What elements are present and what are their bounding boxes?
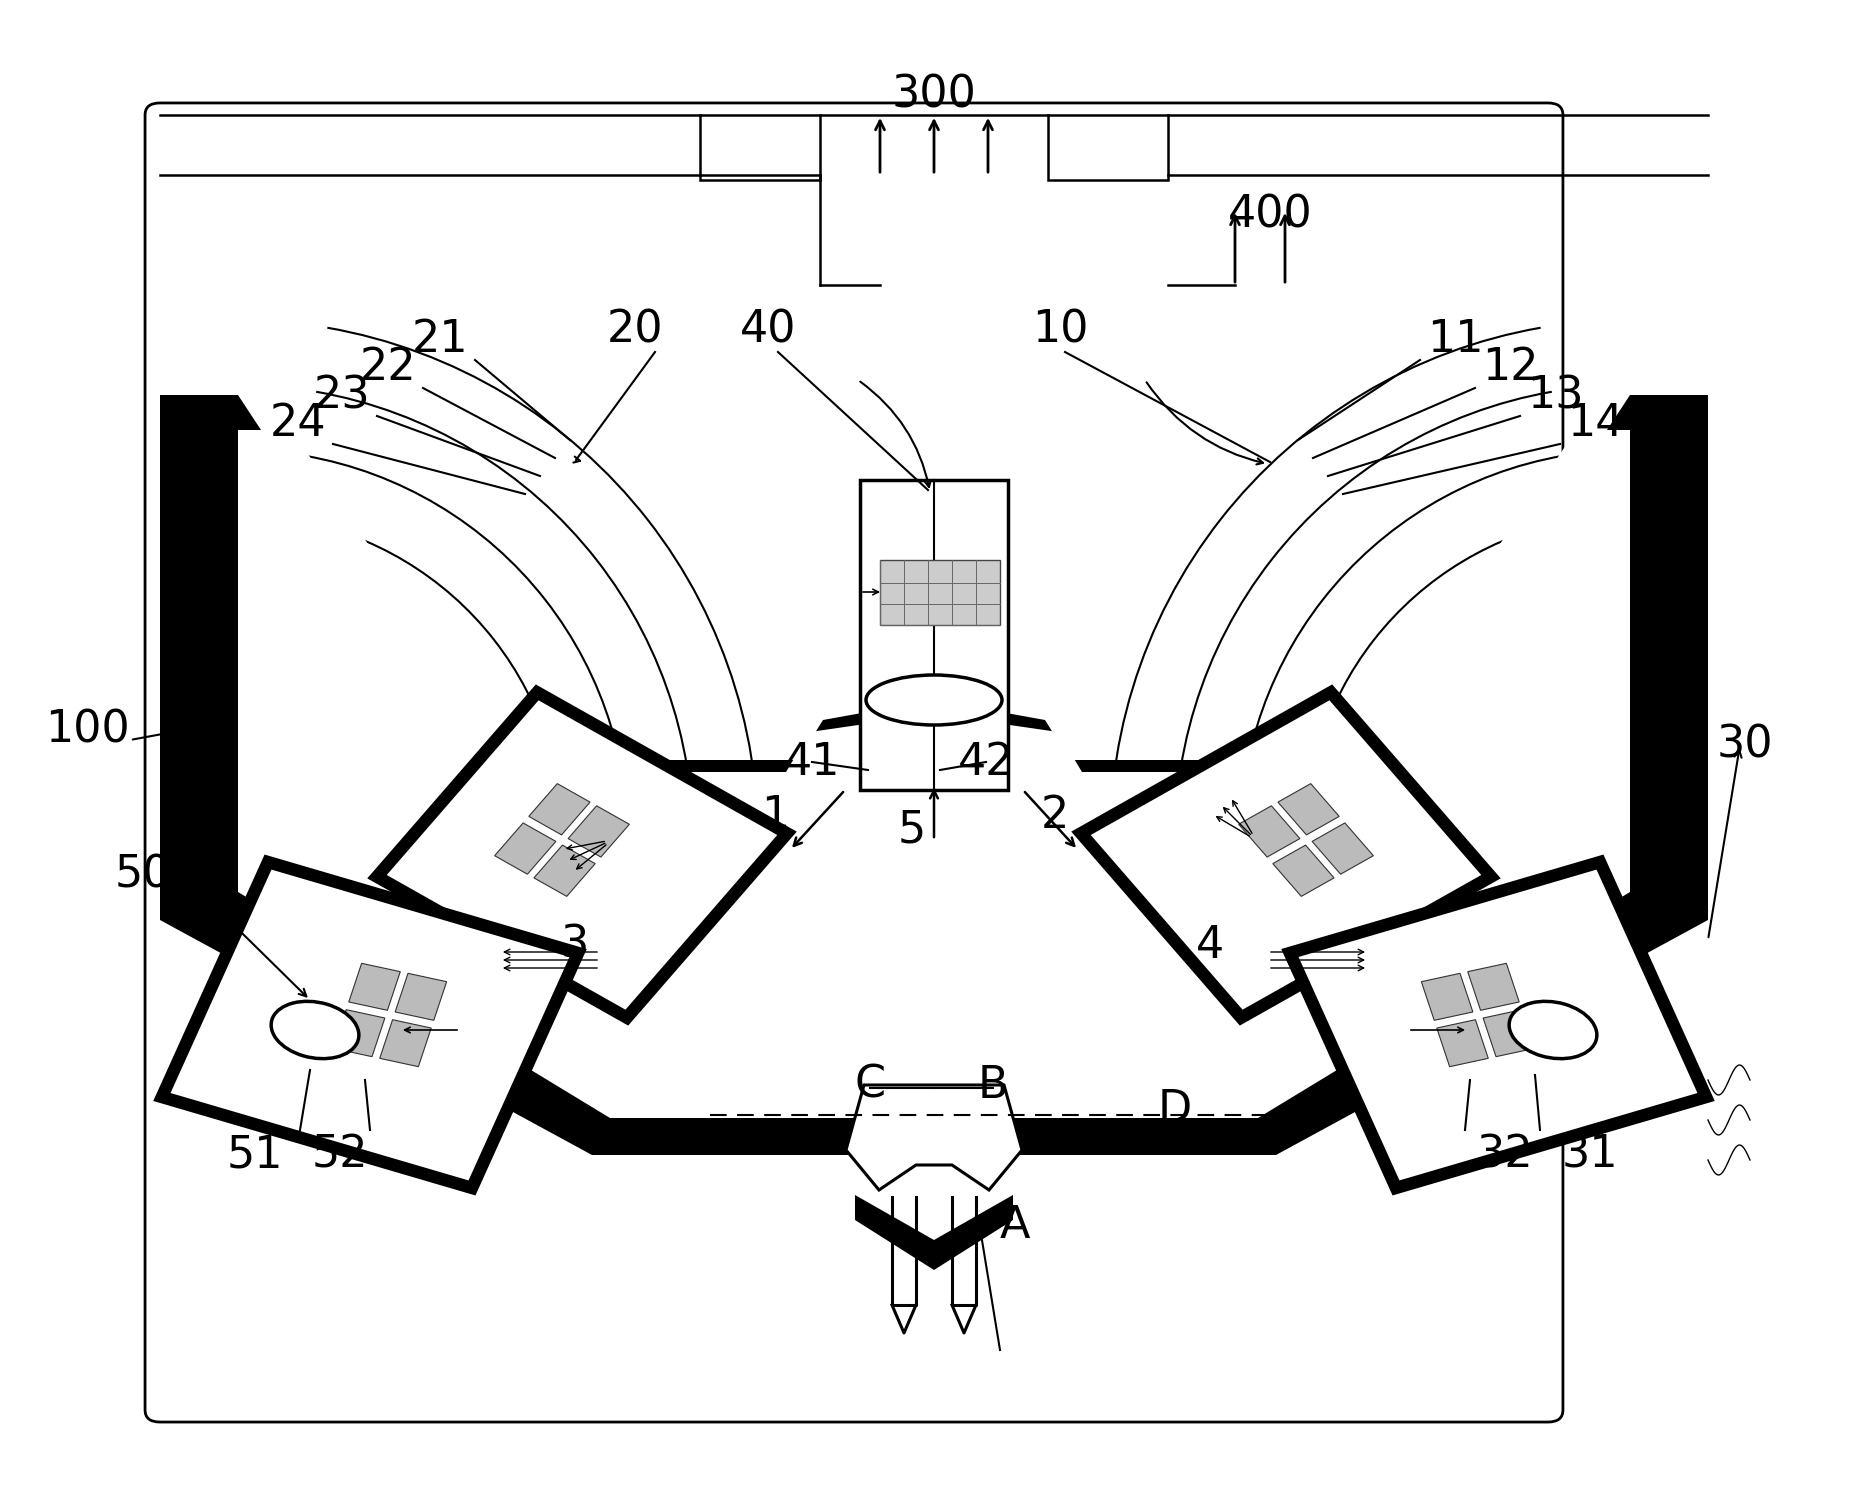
Text: 21: 21 bbox=[411, 319, 469, 361]
Text: 50: 50 bbox=[114, 853, 172, 897]
Text: 5: 5 bbox=[899, 808, 927, 852]
Polygon shape bbox=[1422, 974, 1472, 1020]
Polygon shape bbox=[1278, 784, 1339, 835]
Polygon shape bbox=[396, 974, 446, 1020]
Text: 300: 300 bbox=[891, 74, 977, 116]
Bar bbox=[700, 114, 820, 181]
Polygon shape bbox=[495, 823, 557, 874]
Polygon shape bbox=[534, 846, 596, 897]
Polygon shape bbox=[1483, 1010, 1535, 1057]
Bar bbox=[880, 560, 999, 625]
Text: 11: 11 bbox=[1427, 319, 1483, 361]
Text: 14: 14 bbox=[1567, 402, 1623, 445]
Text: 12: 12 bbox=[1481, 346, 1539, 390]
Polygon shape bbox=[377, 692, 786, 1017]
Ellipse shape bbox=[867, 676, 1001, 725]
Polygon shape bbox=[349, 963, 400, 1010]
Text: 100: 100 bbox=[45, 709, 131, 751]
Text: 23: 23 bbox=[314, 375, 370, 417]
Text: 10: 10 bbox=[1031, 309, 1089, 352]
Bar bbox=[859, 480, 1009, 790]
Polygon shape bbox=[1468, 963, 1519, 1010]
Polygon shape bbox=[1082, 692, 1491, 1017]
Text: 24: 24 bbox=[269, 402, 327, 445]
Polygon shape bbox=[1238, 805, 1300, 856]
Polygon shape bbox=[163, 862, 577, 1187]
Text: C: C bbox=[854, 1064, 885, 1106]
FancyBboxPatch shape bbox=[146, 102, 1564, 1422]
Polygon shape bbox=[379, 1020, 432, 1067]
Ellipse shape bbox=[271, 1001, 359, 1058]
Text: 32: 32 bbox=[1476, 1133, 1534, 1177]
Polygon shape bbox=[237, 430, 1631, 1240]
Text: 51: 51 bbox=[226, 1133, 284, 1177]
Polygon shape bbox=[161, 394, 1707, 1270]
Polygon shape bbox=[333, 1010, 385, 1057]
Text: 3: 3 bbox=[560, 924, 588, 966]
Text: 42: 42 bbox=[958, 740, 1014, 784]
Polygon shape bbox=[1272, 846, 1334, 897]
Text: 22: 22 bbox=[361, 346, 417, 390]
Text: 4: 4 bbox=[1196, 924, 1224, 966]
Text: 20: 20 bbox=[607, 309, 663, 352]
Polygon shape bbox=[846, 1085, 1022, 1190]
Text: 13: 13 bbox=[1526, 375, 1584, 417]
Ellipse shape bbox=[1509, 1001, 1597, 1058]
Text: 40: 40 bbox=[740, 309, 796, 352]
Polygon shape bbox=[568, 805, 630, 856]
Text: 1: 1 bbox=[760, 793, 788, 837]
Text: D: D bbox=[1158, 1088, 1192, 1132]
Polygon shape bbox=[1291, 862, 1705, 1187]
Text: 30: 30 bbox=[1717, 724, 1773, 766]
Text: 400: 400 bbox=[1227, 194, 1313, 236]
Text: A: A bbox=[999, 1204, 1031, 1246]
Text: 41: 41 bbox=[785, 740, 841, 784]
Polygon shape bbox=[1311, 823, 1373, 874]
Text: 2: 2 bbox=[1040, 793, 1068, 837]
Text: 31: 31 bbox=[1562, 1133, 1618, 1177]
Polygon shape bbox=[529, 784, 590, 835]
Text: B: B bbox=[977, 1064, 1009, 1106]
Polygon shape bbox=[1436, 1020, 1489, 1067]
Text: 52: 52 bbox=[312, 1133, 368, 1177]
Bar bbox=[1048, 114, 1168, 181]
